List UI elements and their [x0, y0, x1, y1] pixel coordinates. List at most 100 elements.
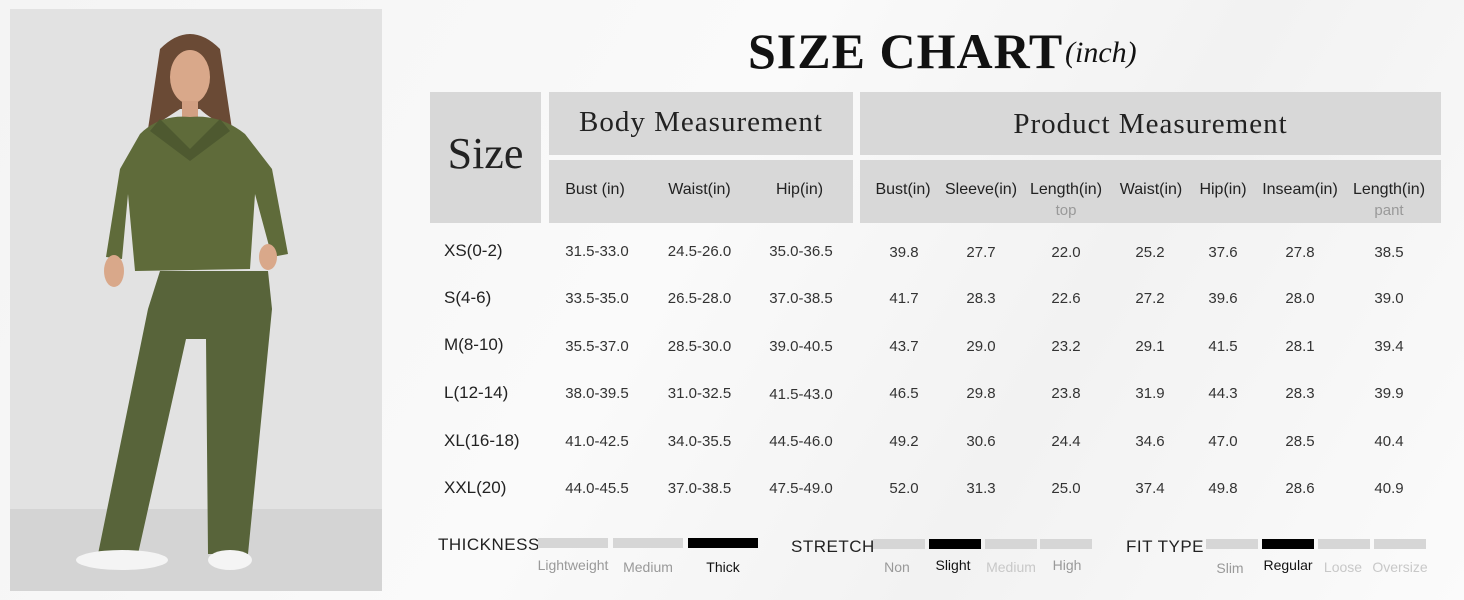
- cell-body-waist: 28.5-30.0: [667, 338, 732, 355]
- thickness-segment-medium: [613, 538, 683, 548]
- body-columns-header-cell: [549, 160, 853, 223]
- fit-segment-slim: [1206, 539, 1258, 549]
- cell-product-hip: 49.8: [1208, 480, 1238, 497]
- cell-body-hip: 41.5-43.0: [769, 386, 833, 403]
- cell-product-length-pant: 39.9: [1374, 385, 1404, 402]
- cell-product-bust: 39.8: [889, 244, 919, 261]
- fit-segment-oversize: [1374, 539, 1426, 549]
- product-measurement-header-cell: [860, 92, 1441, 155]
- cell-body-hip: 35.0-36.5: [769, 243, 833, 260]
- page-title: SIZE CHART: [748, 23, 1064, 79]
- cell-product-waist: 25.2: [1135, 244, 1165, 261]
- row-size-label: S(4-6): [444, 288, 492, 307]
- stretch-segment-non: [873, 539, 925, 549]
- cell-product-hip: 47.0: [1208, 433, 1238, 450]
- cell-product-length-pant: 40.9: [1374, 480, 1404, 497]
- column-header-body-hip: Hip(in): [775, 181, 824, 198]
- cell-product-length-pant: 39.0: [1374, 290, 1404, 307]
- cell-body-hip: 47.5-49.0: [769, 480, 833, 497]
- column-header-body-waist: Waist(in): [668, 181, 731, 198]
- fit-segment-loose: [1318, 539, 1370, 549]
- stretch-label: STRETCH: [791, 537, 875, 556]
- product-photo: [10, 9, 382, 591]
- cell-body-bust: 41.0-42.5: [565, 433, 629, 450]
- cell-body-bust: 31.5-33.0: [565, 243, 629, 260]
- cell-body-bust: 44.0-45.5: [565, 480, 629, 497]
- cell-body-hip: 37.0-38.5: [769, 290, 833, 307]
- fit-option-slim: Slim: [1216, 560, 1244, 576]
- cell-product-sleeve: 29.0: [966, 338, 996, 355]
- stretch-segment-slight: [929, 539, 981, 549]
- cell-body-waist: 37.0-38.5: [667, 480, 732, 497]
- row-size-label: XL(16-18): [444, 431, 520, 450]
- thickness-segment-lightweight: [538, 538, 608, 548]
- cell-product-length-top: 25.0: [1051, 480, 1081, 497]
- cell-product-hip: 44.3: [1208, 385, 1238, 402]
- cell-product-bust: 41.7: [889, 290, 919, 307]
- cell-product-length-pant: 40.4: [1374, 433, 1404, 450]
- cell-product-inseam: 28.6: [1285, 480, 1315, 497]
- fit-option-oversize: Oversize: [1372, 559, 1428, 575]
- cell-body-bust: 38.0-39.5: [565, 385, 629, 402]
- cell-product-hip: 39.6: [1208, 290, 1238, 307]
- cell-product-inseam: 27.8: [1285, 244, 1315, 261]
- cell-body-waist: 26.5-28.0: [667, 290, 732, 307]
- cell-product-hip: 41.5: [1208, 338, 1238, 355]
- fit-option-regular: Regular: [1263, 557, 1313, 573]
- cell-product-length-pant: 39.4: [1374, 338, 1404, 355]
- cell-product-hip: 37.6: [1208, 244, 1238, 261]
- cell-product-waist: 31.9: [1135, 385, 1165, 402]
- column-header-product-length-pant: Length(in): [1352, 181, 1426, 198]
- cell-product-length-top: 22.6: [1051, 290, 1081, 307]
- cell-body-bust: 33.5-35.0: [565, 290, 629, 307]
- row-size-label: XXL(20): [444, 478, 507, 497]
- cell-product-length-top: 23.8: [1051, 385, 1081, 402]
- cell-product-length-top: 23.2: [1051, 338, 1081, 355]
- fit-type-label: FIT TYPE: [1126, 537, 1205, 556]
- unit-label: (inch): [1065, 36, 1137, 69]
- column-header-product-sleeve: Sleeve(in): [944, 181, 1018, 198]
- body-measurement-header: Body Measurement: [579, 106, 823, 138]
- cell-product-inseam: 28.0: [1285, 290, 1315, 307]
- product-columns-header-cell: [860, 160, 1441, 223]
- cell-product-length-top: 22.0: [1051, 244, 1081, 261]
- thickness-label: THICKNESS: [438, 535, 540, 554]
- column-header-product-bust: Bust(in): [875, 181, 931, 198]
- stretch-option-high: High: [1052, 557, 1082, 573]
- column-subheader-pant: pant: [1374, 202, 1404, 219]
- cell-body-waist: 24.5-26.0: [667, 243, 732, 260]
- size-column-header: Size: [447, 129, 524, 178]
- column-header-product-waist: Waist(in): [1119, 181, 1183, 198]
- cell-product-sleeve: 28.3: [966, 290, 996, 307]
- cell-product-waist: 37.4: [1135, 480, 1165, 497]
- stretch-segment-high: [1040, 539, 1092, 549]
- row-size-label: L(12-14): [444, 383, 509, 402]
- stretch-option-medium: Medium: [986, 559, 1036, 575]
- cell-product-bust: 49.2: [889, 433, 919, 450]
- thickness-option-thick: Thick: [706, 559, 740, 575]
- cell-body-bust: 35.5-37.0: [565, 338, 629, 355]
- stretch-segment-medium: [985, 539, 1037, 549]
- stretch-option-slight: Slight: [935, 557, 971, 573]
- cell-body-hip: 44.5-46.0: [769, 433, 833, 450]
- fit-option-loose: Loose: [1323, 559, 1363, 575]
- cell-product-bust: 43.7: [889, 338, 919, 355]
- thickness-option-medium: Medium: [623, 559, 673, 575]
- column-subheader-top: top: [1055, 202, 1077, 219]
- cell-product-inseam: 28.3: [1285, 385, 1315, 402]
- size-header-cell: [430, 92, 541, 223]
- stretch-option-non: Non: [884, 559, 910, 575]
- cell-product-bust: 52.0: [889, 480, 919, 497]
- cell-product-waist: 29.1: [1135, 338, 1165, 355]
- cell-product-bust: 46.5: [889, 385, 919, 402]
- cell-product-length-top: 24.4: [1051, 433, 1081, 450]
- product-measurement-header: Product Measurement: [1013, 108, 1288, 140]
- cell-body-hip: 39.0-40.5: [769, 338, 833, 355]
- cell-product-waist: 34.6: [1135, 433, 1165, 450]
- cell-product-sleeve: 27.7: [966, 244, 996, 261]
- row-size-label: M(8-10): [444, 335, 504, 354]
- thickness-segment-thick: [688, 538, 758, 548]
- cell-product-sleeve: 30.6: [966, 433, 996, 450]
- cell-product-length-pant: 38.5: [1374, 244, 1404, 261]
- cell-body-waist: 31.0-32.5: [667, 385, 732, 402]
